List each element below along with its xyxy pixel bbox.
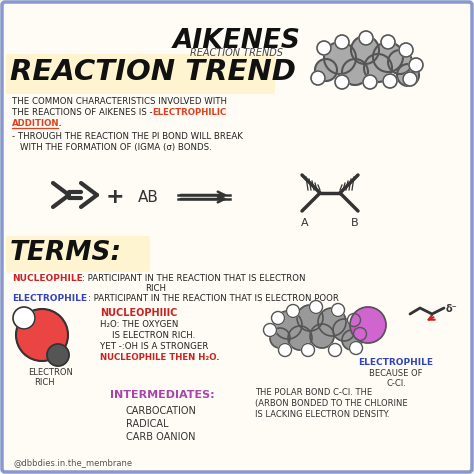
Circle shape [347,313,361,327]
Text: @dbbdies.in.the_membrane: @dbbdies.in.the_membrane [14,458,133,467]
Text: YET -:OH IS A STRONGER: YET -:OH IS A STRONGER [100,342,209,351]
Circle shape [381,35,395,49]
Circle shape [279,344,292,356]
Text: ELECTRON: ELECTRON [28,368,73,377]
Text: AIKENES: AIKENES [173,28,301,54]
Text: ELECTROPHILE: ELECTROPHILE [358,358,434,367]
Text: ELECTROPHILIC: ELECTROPHILIC [152,108,226,117]
Circle shape [318,308,346,336]
Circle shape [342,330,362,350]
Circle shape [297,305,323,331]
Circle shape [286,304,300,318]
Text: WITH THE FORMATION OF (IGMA (σ) BONDS.: WITH THE FORMATION OF (IGMA (σ) BONDS. [20,143,212,152]
Circle shape [311,71,325,85]
Text: - THROUGH THE REACTION THE PI BOND WILL BREAK: - THROUGH THE REACTION THE PI BOND WILL … [12,132,243,141]
Circle shape [397,64,419,86]
Text: CARB OANION: CARB OANION [126,432,195,442]
Circle shape [301,344,315,356]
Text: ELECTROPHILE: ELECTROPHILE [12,294,87,303]
Circle shape [409,58,423,72]
Circle shape [13,307,35,329]
Text: IS LACKING ELECTRON DENSITY.: IS LACKING ELECTRON DENSITY. [255,410,390,419]
Circle shape [331,303,345,317]
Text: A: A [301,218,309,228]
Circle shape [403,72,417,86]
Circle shape [363,75,377,89]
Circle shape [315,59,337,81]
Circle shape [288,326,312,350]
Circle shape [364,54,392,82]
Circle shape [310,301,322,313]
Circle shape [274,311,302,339]
Circle shape [264,323,276,337]
Circle shape [354,328,366,340]
Text: TERMS:: TERMS: [10,240,122,266]
Circle shape [324,42,356,74]
Text: (ARBON BONDED TO THE CHLORINE: (ARBON BONDED TO THE CHLORINE [255,399,408,408]
Circle shape [317,41,331,55]
Text: INTERMEDIATES:: INTERMEDIATES: [110,390,215,400]
Circle shape [272,311,284,325]
Text: RICH: RICH [145,284,166,293]
Text: : PARTICIPANT IN THE REACTION THAT IS ELECTRON: : PARTICIPANT IN THE REACTION THAT IS EL… [82,274,306,283]
Circle shape [388,50,412,74]
Circle shape [349,341,363,355]
Circle shape [350,307,386,343]
Text: B: B [351,218,359,228]
Text: AB: AB [137,190,158,204]
Circle shape [351,36,379,64]
Text: NUCLEOPHILE: NUCLEOPHILE [12,274,83,283]
Text: CARBOCATION: CARBOCATION [126,406,197,416]
Text: H₂O: THE OXYGEN: H₂O: THE OXYGEN [100,320,178,329]
Text: RICH: RICH [34,378,55,387]
Text: : PARTICIPANT IN THE REACTION THAT IS ELECTRON POOR: : PARTICIPANT IN THE REACTION THAT IS EL… [88,294,339,303]
Circle shape [383,74,397,88]
FancyBboxPatch shape [6,236,150,272]
Text: THE COMMON CHARACTERISTICS INVOLVED WITH: THE COMMON CHARACTERISTICS INVOLVED WITH [12,97,227,106]
Text: NUCLEOPHILE THEN H₂O.: NUCLEOPHILE THEN H₂O. [100,353,219,362]
Text: REACTION TREND: REACTION TREND [10,58,296,86]
Circle shape [342,59,368,85]
Circle shape [335,75,349,89]
Circle shape [310,324,334,348]
Text: BECAUSE OF: BECAUSE OF [369,369,423,378]
Text: NUCLEOPHIIIC: NUCLEOPHIIIC [100,308,177,318]
Circle shape [16,309,68,361]
Text: THE REACTIONS OF AIKENES IS -: THE REACTIONS OF AIKENES IS - [12,108,153,117]
Circle shape [333,319,355,341]
Text: δ⁻: δ⁻ [446,304,458,314]
Text: ADDITION.: ADDITION. [12,119,63,128]
Text: REACTION TRENDS: REACTION TRENDS [191,48,283,58]
Circle shape [373,42,403,72]
Circle shape [328,344,341,356]
Text: RADICAL: RADICAL [126,419,168,429]
Text: +: + [106,187,124,207]
Circle shape [399,43,413,57]
Text: C-CI.: C-CI. [386,379,406,388]
Text: IS ELECTRON RICH.: IS ELECTRON RICH. [112,331,195,340]
Circle shape [270,328,290,348]
Circle shape [335,35,349,49]
Circle shape [47,344,69,366]
Circle shape [359,31,373,45]
FancyBboxPatch shape [6,54,275,94]
Text: THE POLAR BOND C-CI. THE: THE POLAR BOND C-CI. THE [255,388,372,397]
